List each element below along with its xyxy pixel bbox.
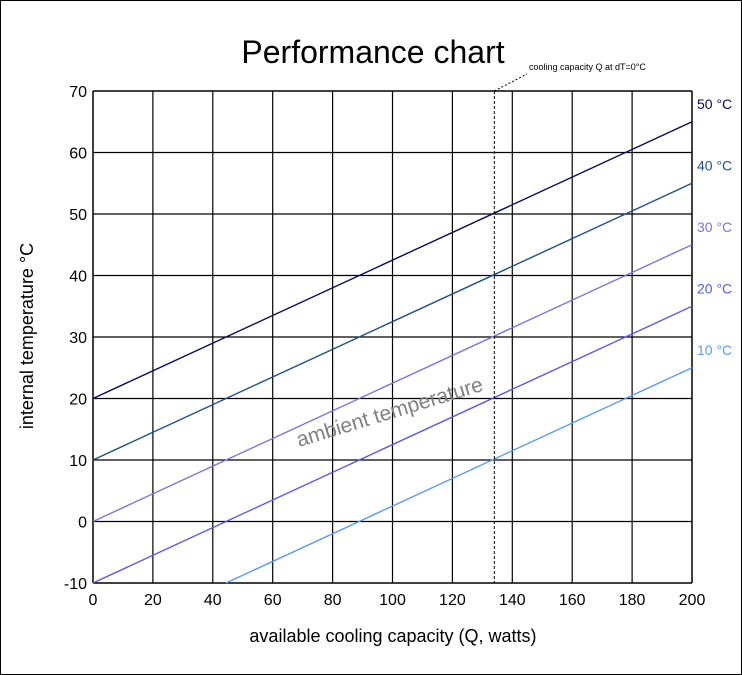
series-line xyxy=(92,182,693,461)
series-line xyxy=(225,367,693,584)
x-tick-label: 140 xyxy=(499,592,526,609)
x-tick-label: 40 xyxy=(204,592,222,609)
y-axis-label: internal temperature °C xyxy=(17,243,37,429)
x-tick-label: 0 xyxy=(89,592,98,609)
x-tick-label: 120 xyxy=(439,592,466,609)
series-label: 50 °C xyxy=(697,96,732,112)
series-label: 20 °C xyxy=(697,280,732,296)
x-axis-label: available cooling capacity (Q, watts) xyxy=(249,626,536,646)
series-line xyxy=(92,244,693,523)
y-tick-label: 60 xyxy=(69,146,87,163)
x-tick-label: 80 xyxy=(324,592,342,609)
x-tick-label: 60 xyxy=(264,592,282,609)
x-tick-label: 180 xyxy=(619,592,646,609)
series-lines xyxy=(92,121,693,584)
y-tick-label: 10 xyxy=(69,453,87,470)
annotation-cooling-capacity: cooling capacity Q at dT=0°C xyxy=(529,62,646,72)
chart-title: Performance chart xyxy=(241,34,504,70)
y-tick-label: -10 xyxy=(64,576,87,593)
y-tick-label: 0 xyxy=(78,515,87,532)
x-tick-label: 200 xyxy=(679,592,706,609)
series-label: 30 °C xyxy=(697,219,732,235)
grid xyxy=(92,90,693,584)
x-axis-ticks: 0 20 40 60 80 100 120 140 160 180 200 xyxy=(89,592,706,609)
series-line xyxy=(92,305,693,584)
y-tick-label: 40 xyxy=(69,269,87,286)
y-tick-label: 70 xyxy=(69,84,87,101)
series-line xyxy=(92,121,693,400)
y-tick-label: 30 xyxy=(69,330,87,347)
annotation-leader-line xyxy=(494,73,528,92)
y-axis-ticks: -10 0 10 20 30 40 50 60 70 xyxy=(64,84,87,593)
series-label: 10 °C xyxy=(697,342,732,358)
x-tick-label: 160 xyxy=(559,592,586,609)
y-tick-label: 20 xyxy=(69,392,87,409)
y-tick-label: 50 xyxy=(69,207,87,224)
series-labels: 50 °C 40 °C 30 °C 20 °C 10 °C xyxy=(697,96,732,358)
x-tick-label: 100 xyxy=(379,592,406,609)
series-label: 40 °C xyxy=(697,157,732,173)
x-tick-label: 20 xyxy=(144,592,162,609)
